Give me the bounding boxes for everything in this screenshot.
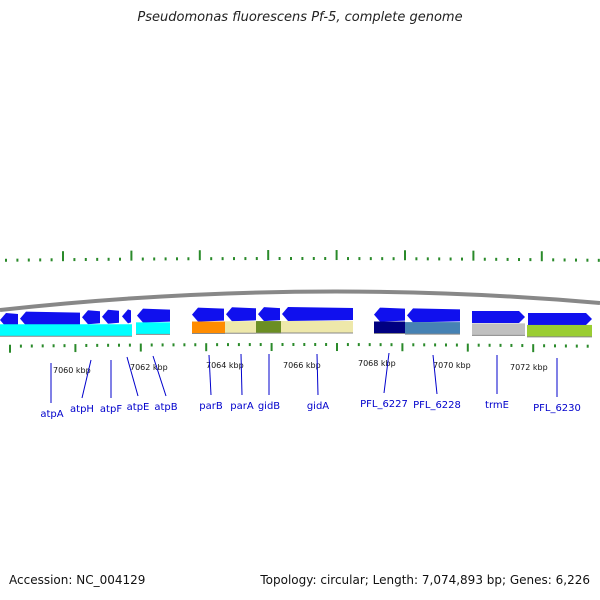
gene-arrow[interactable] bbox=[226, 307, 256, 322]
gene-arrow[interactable] bbox=[137, 308, 170, 323]
gene-link-para[interactable]: parA bbox=[230, 401, 254, 412]
gene-arrows bbox=[0, 307, 592, 328]
gene-link-atpe[interactable]: atpE bbox=[127, 402, 150, 413]
kbp-label: 7066 kbp bbox=[283, 361, 321, 370]
gene-leader-line bbox=[81, 359, 92, 399]
cog-color-bar bbox=[256, 321, 281, 334]
map-title: Pseudomonas fluorescens Pf-5, complete g… bbox=[137, 10, 463, 25]
gene-arrow[interactable] bbox=[472, 310, 525, 323]
gene-leader-line bbox=[432, 354, 438, 395]
cog-color-bar bbox=[136, 322, 170, 335]
gene-link-atpb[interactable]: atpB bbox=[154, 402, 177, 413]
gene-link-parb[interactable]: parB bbox=[199, 401, 223, 412]
gene-arrow[interactable] bbox=[20, 311, 80, 326]
gene-link-atph[interactable]: atpH bbox=[70, 404, 94, 415]
cog-color-bar bbox=[472, 323, 525, 336]
genome-backbone bbox=[0, 289, 600, 312]
gene-links: atpA atpH atpF atpE atpB parB parA gidB gidA PFL_… bbox=[40, 352, 581, 420]
genome-stats-text: Topology: circular; Length: 7,074,893 bp… bbox=[260, 573, 590, 587]
gene-arrow[interactable] bbox=[122, 309, 131, 324]
cog-color-bar bbox=[225, 321, 256, 334]
gene-arrow[interactable] bbox=[374, 307, 405, 322]
gene-link-gida[interactable]: gidA bbox=[307, 401, 329, 412]
gene-leader-line bbox=[316, 353, 319, 396]
kbp-labels: 7060 kbp 7062 kbp 7064 kbp 7066 kbp 7068 kbp… bbox=[53, 359, 548, 375]
gene-link-trme[interactable]: trmE bbox=[485, 400, 509, 411]
accession-text: Accession: NC_004129 bbox=[9, 573, 146, 587]
inner-tick-marks bbox=[9, 343, 589, 353]
gene-link-pfl-6227[interactable]: PFL_6227 bbox=[360, 399, 408, 410]
gene-arrow[interactable] bbox=[192, 307, 224, 322]
kbp-label: 7062 kbp bbox=[130, 363, 168, 372]
gene-arrow[interactable] bbox=[0, 313, 18, 328]
gene-link-pfl-6228[interactable]: PFL_6228 bbox=[413, 400, 461, 411]
kbp-label: 7068 kbp bbox=[358, 359, 396, 368]
gene-arrow[interactable] bbox=[102, 309, 119, 324]
outer-tick-marks bbox=[5, 250, 600, 262]
cog-color-bar bbox=[405, 322, 460, 335]
gene-link-atpf[interactable]: atpF bbox=[100, 404, 122, 415]
cog-bars bbox=[0, 321, 592, 338]
gene-arrow[interactable] bbox=[282, 307, 353, 322]
cog-color-bar bbox=[281, 321, 353, 334]
kbp-label: 7060 kbp bbox=[53, 366, 91, 375]
cog-color-bar bbox=[192, 321, 225, 334]
gene-leader-line bbox=[383, 352, 390, 394]
kbp-label: 7064 kbp bbox=[206, 361, 244, 370]
gene-leader-line bbox=[208, 354, 212, 396]
kbp-label: 7070 kbp bbox=[433, 361, 471, 370]
gene-link-atpa[interactable]: atpA bbox=[40, 409, 63, 420]
cog-color-bar bbox=[0, 324, 132, 337]
gene-arrow[interactable] bbox=[407, 308, 460, 323]
gene-link-pfl-6230[interactable]: PFL_6230 bbox=[533, 403, 581, 414]
cog-color-bar bbox=[527, 324, 592, 337]
kbp-label: 7072 kbp bbox=[510, 363, 548, 372]
gene-link-gidb[interactable]: gidB bbox=[258, 401, 280, 412]
cog-color-bar bbox=[374, 321, 405, 334]
gene-arrow[interactable] bbox=[82, 310, 100, 325]
gene-leader-line bbox=[126, 356, 139, 397]
gene-arrow[interactable] bbox=[258, 307, 280, 322]
gene-leader-line bbox=[240, 353, 243, 396]
gene-arrow[interactable] bbox=[528, 312, 592, 325]
gene-leader-line bbox=[152, 355, 167, 397]
